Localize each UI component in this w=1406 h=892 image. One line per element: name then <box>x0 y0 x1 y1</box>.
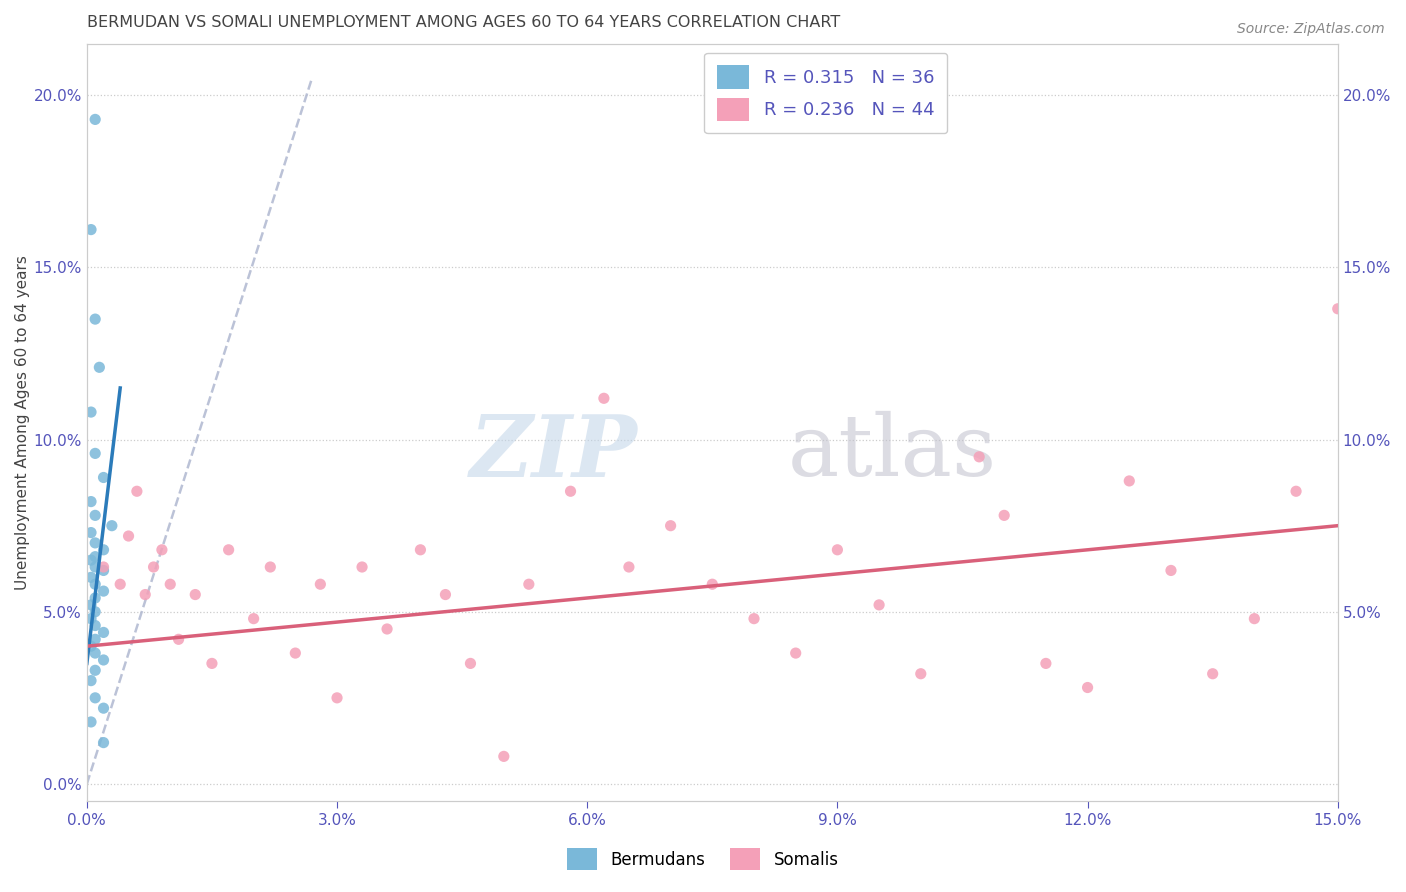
Point <box>785 646 807 660</box>
Point <box>460 657 482 671</box>
Point <box>1243 612 1265 626</box>
Point <box>150 542 173 557</box>
Point <box>134 588 156 602</box>
Point <box>84 536 107 550</box>
Point <box>89 360 111 375</box>
Point <box>93 736 115 750</box>
Point <box>93 542 115 557</box>
Text: atlas: atlas <box>787 411 997 494</box>
Point <box>80 570 103 584</box>
Point <box>93 584 115 599</box>
Point <box>93 653 115 667</box>
Point <box>617 560 640 574</box>
Point <box>84 632 107 647</box>
Point <box>242 612 264 626</box>
Point <box>84 112 107 127</box>
Point <box>80 673 103 688</box>
Point <box>93 625 115 640</box>
Point <box>84 577 107 591</box>
Point <box>201 657 224 671</box>
Point <box>84 508 107 523</box>
Point <box>284 646 307 660</box>
Point <box>80 598 103 612</box>
Point <box>352 560 374 574</box>
Point <box>80 405 103 419</box>
Point <box>259 560 281 574</box>
Point <box>84 560 107 574</box>
Point <box>93 701 115 715</box>
Point <box>993 508 1015 523</box>
Point <box>84 690 107 705</box>
Point <box>84 618 107 632</box>
Point <box>910 666 932 681</box>
Point <box>101 518 124 533</box>
Point <box>967 450 990 464</box>
Point <box>1118 474 1140 488</box>
Point <box>827 542 849 557</box>
Point <box>159 577 181 591</box>
Legend: R = 0.315   N = 36, R = 0.236   N = 44: R = 0.315 N = 36, R = 0.236 N = 44 <box>704 53 948 134</box>
Text: ZIP: ZIP <box>470 411 637 494</box>
Point <box>84 663 107 677</box>
Point <box>80 553 103 567</box>
Point <box>1077 681 1099 695</box>
Point <box>167 632 190 647</box>
Text: Source: ZipAtlas.com: Source: ZipAtlas.com <box>1237 22 1385 37</box>
Point <box>84 605 107 619</box>
Point <box>1326 301 1348 316</box>
Point <box>1160 564 1182 578</box>
Text: BERMUDAN VS SOMALI UNEMPLOYMENT AMONG AGES 60 TO 64 YEARS CORRELATION CHART: BERMUDAN VS SOMALI UNEMPLOYMENT AMONG AG… <box>87 15 841 30</box>
Point <box>84 446 107 460</box>
Point <box>742 612 765 626</box>
Point <box>1285 484 1308 499</box>
Point <box>702 577 724 591</box>
Point <box>593 392 616 406</box>
Point <box>868 598 890 612</box>
Point <box>1035 657 1057 671</box>
Point <box>80 494 103 508</box>
Point <box>375 622 398 636</box>
Point <box>125 484 148 499</box>
Point <box>117 529 139 543</box>
Point <box>84 591 107 605</box>
Point <box>93 470 115 484</box>
Point <box>80 714 103 729</box>
Legend: Bermudans, Somalis: Bermudans, Somalis <box>561 842 845 877</box>
Point <box>80 639 103 653</box>
Point <box>517 577 540 591</box>
Point <box>80 525 103 540</box>
Point <box>218 542 240 557</box>
Point <box>409 542 432 557</box>
Point <box>560 484 582 499</box>
Point <box>84 646 107 660</box>
Point <box>108 577 131 591</box>
Point <box>1201 666 1223 681</box>
Point <box>80 612 103 626</box>
Point <box>492 749 515 764</box>
Point <box>80 222 103 236</box>
Point <box>84 312 107 326</box>
Point <box>142 560 165 574</box>
Y-axis label: Unemployment Among Ages 60 to 64 years: Unemployment Among Ages 60 to 64 years <box>15 255 30 590</box>
Point <box>659 518 682 533</box>
Point <box>93 564 115 578</box>
Point <box>434 588 457 602</box>
Point <box>84 549 107 564</box>
Point <box>93 560 115 574</box>
Point <box>326 690 349 705</box>
Point <box>184 588 207 602</box>
Point <box>309 577 332 591</box>
